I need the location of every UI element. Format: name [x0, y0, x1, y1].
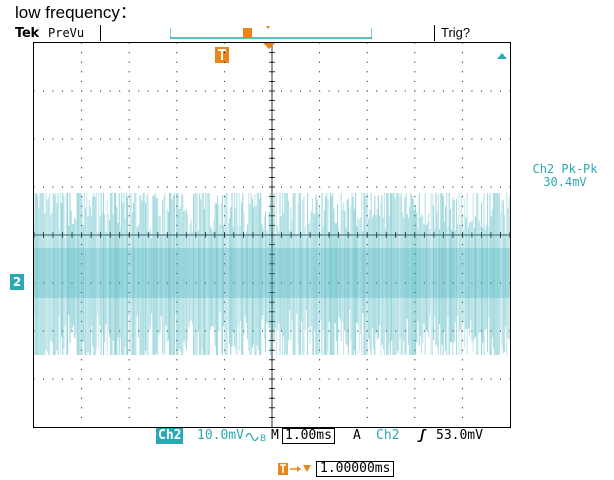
- timebase-value[interactable]: 1.00ms: [282, 428, 335, 444]
- graticule: [33, 42, 511, 427]
- measurement-label: Ch2 Pk-Pk: [532, 162, 598, 176]
- rising-slope-icon: ʃ: [418, 428, 426, 443]
- ch2-waveform-trace: [33, 193, 510, 355]
- record-view-bar: [170, 26, 372, 39]
- acquire-mode: A: [353, 428, 361, 443]
- svg-text:B: B: [260, 434, 266, 443]
- trigger-level-arrow: [497, 53, 507, 59]
- caption: low frequency：: [15, 3, 137, 22]
- waveform-display[interactable]: [33, 42, 511, 428]
- channel-2-marker[interactable]: 2: [10, 274, 24, 290]
- measurement-value: 30.4mV: [543, 175, 587, 189]
- measurement-readout: Ch2 Pk-Pk 30.4mV: [520, 163, 610, 189]
- trigger-source: Ch2: [376, 428, 400, 443]
- timebase-label: M: [271, 428, 279, 443]
- trigger-level[interactable]: 53.0mV: [436, 428, 483, 443]
- trigger-position-value[interactable]: 1.00000ms: [316, 461, 395, 477]
- trigger-position-marker[interactable]: [215, 47, 229, 63]
- vertical-scale: 10.0mV: [197, 428, 244, 443]
- brand-logo: Tek: [15, 26, 40, 41]
- header-divider-2: [434, 25, 435, 41]
- trigger-position-icon: [278, 463, 311, 475]
- acquisition-mode: PreVu: [48, 26, 85, 40]
- trigger-status: Trig?: [441, 25, 471, 40]
- trigger-point-indicator: [263, 43, 275, 49]
- header-divider: [100, 25, 101, 41]
- channel-badge[interactable]: Ch2: [156, 428, 184, 444]
- bandwidth-limit-icon: B: [245, 432, 266, 443]
